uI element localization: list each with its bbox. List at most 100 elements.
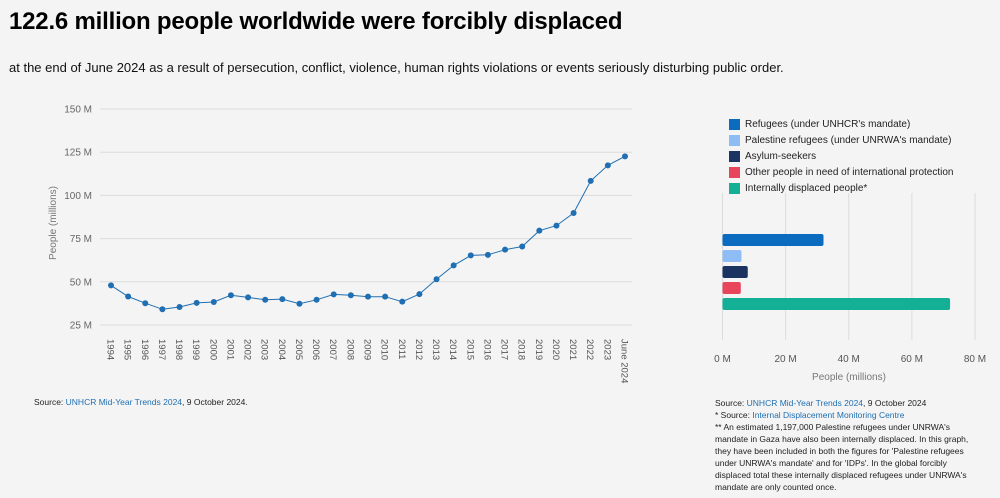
x-tick-label: 2015 bbox=[464, 339, 475, 360]
data-point-2020[interactable] bbox=[553, 222, 560, 229]
data-point-2000[interactable] bbox=[210, 299, 217, 306]
data-point-1994[interactable] bbox=[108, 282, 114, 289]
x-tick-label: 80 M bbox=[964, 354, 986, 365]
data-point-2002[interactable] bbox=[245, 294, 252, 301]
page-subtitle: at the end of June 2024 as a result of p… bbox=[9, 60, 784, 75]
x-tick-label: 2020 bbox=[550, 339, 561, 360]
y-tick-label: 25 M bbox=[70, 321, 92, 332]
legend-swatch bbox=[729, 118, 740, 130]
x-tick-label: 2002 bbox=[242, 339, 253, 360]
x-tick-label: 2000 bbox=[207, 339, 218, 360]
x-tick-label: June 2024 bbox=[619, 339, 630, 383]
population-type-bar-chart: 0 M 20 M 40 M 60 M 80 M People (millions) bbox=[714, 193, 986, 383]
y-tick-label: 50 M bbox=[70, 277, 92, 288]
page-title: 122.6 million people worldwide were forc… bbox=[9, 8, 623, 35]
legend-item[interactable]: Internally displaced people* bbox=[729, 180, 953, 196]
legend-label: Internally displaced people* bbox=[745, 182, 868, 194]
source-note-left: Source: UNHCR Mid-Year Trends 2024, 9 Oc… bbox=[34, 397, 248, 407]
legend-item[interactable]: Other people in need of international pr… bbox=[729, 164, 953, 180]
data-point-2001[interactable] bbox=[227, 292, 234, 299]
x-tick-label: 1994 bbox=[105, 339, 116, 360]
data-point-2011[interactable] bbox=[399, 298, 406, 305]
source-link-unhcr[interactable]: UNHCR Mid-Year Trends 2024 bbox=[65, 397, 183, 407]
data-point-2007[interactable] bbox=[330, 291, 337, 298]
data-point-2021[interactable] bbox=[570, 210, 577, 217]
data-point-1995[interactable] bbox=[125, 293, 132, 300]
data-point-2006[interactable] bbox=[313, 296, 320, 303]
displacement-line-chart: 25 M 50 M 75 M 100 M 125 M 150 M 1994 1995 1996… bbox=[48, 105, 632, 383]
legend-swatch bbox=[729, 134, 740, 146]
data-point-2010[interactable] bbox=[382, 293, 389, 300]
data-point-1999[interactable] bbox=[193, 299, 200, 306]
data-point-2003[interactable] bbox=[262, 296, 269, 303]
data-point-1997[interactable] bbox=[159, 306, 166, 313]
x-tick-label: 2001 bbox=[224, 339, 235, 360]
x-tick-label: 2016 bbox=[481, 339, 492, 360]
data-point-2004[interactable] bbox=[279, 296, 286, 303]
data-point-2013[interactable] bbox=[433, 276, 440, 283]
source-prefix: Source: bbox=[34, 397, 66, 407]
data-point-2008[interactable] bbox=[347, 292, 354, 299]
x-tick-label: 1997 bbox=[156, 339, 167, 360]
bar-2[interactable] bbox=[722, 250, 742, 262]
x-tick-label: 2008 bbox=[344, 339, 355, 360]
y-tick-label: 150 M bbox=[64, 105, 92, 116]
legend-label: Refugees (under UNHCR's mandate) bbox=[745, 118, 911, 130]
x-tick-label: 2010 bbox=[379, 339, 390, 360]
legend-item[interactable]: Palestine refugees (under UNRWA's mandat… bbox=[729, 132, 953, 148]
data-point-2017[interactable] bbox=[502, 246, 509, 253]
data-point-2005[interactable] bbox=[296, 300, 303, 307]
x-tick-label: 1999 bbox=[190, 339, 201, 360]
y-tick-label: 125 M bbox=[64, 148, 92, 159]
x-tick-label: 2022 bbox=[584, 339, 595, 360]
legend-swatch bbox=[729, 182, 740, 194]
x-tick-label: 2003 bbox=[259, 339, 270, 360]
x-tick-label: 1996 bbox=[139, 339, 150, 360]
x-tick-label: 20 M bbox=[775, 354, 797, 365]
x-tick-label: 0 M bbox=[714, 354, 731, 365]
bar-3[interactable] bbox=[722, 266, 748, 278]
x-tick-label: 2021 bbox=[567, 339, 578, 360]
x-axis-label: People (millions) bbox=[812, 372, 886, 383]
x-tick-label: 40 M bbox=[838, 354, 860, 365]
x-tick-label: 2006 bbox=[310, 339, 321, 360]
bar-chart-legend: Refugees (under UNHCR's mandate) Palestin… bbox=[729, 116, 953, 196]
bar-4[interactable] bbox=[722, 282, 741, 294]
x-tick-label: 2009 bbox=[362, 339, 373, 360]
data-point-2015[interactable] bbox=[467, 252, 474, 259]
x-tick-label: 2019 bbox=[533, 339, 544, 360]
data-point-2016[interactable] bbox=[484, 251, 491, 258]
data-point-2023[interactable] bbox=[604, 162, 611, 169]
source-prefix: Source: bbox=[715, 398, 747, 408]
legend-label: Other people in need of international pr… bbox=[745, 166, 954, 178]
source-suffix: , 9 October 2024 bbox=[863, 398, 927, 408]
data-point-2019[interactable] bbox=[536, 227, 543, 234]
data-point-june-2024[interactable] bbox=[622, 153, 628, 160]
data-point-1996[interactable] bbox=[142, 300, 149, 307]
data-point-1998[interactable] bbox=[176, 304, 183, 311]
data-point-2012[interactable] bbox=[416, 291, 423, 298]
x-tick-label: 1998 bbox=[173, 339, 184, 360]
legend-item[interactable]: Asylum-seekers bbox=[729, 148, 953, 164]
legend-label: Palestine refugees (under UNRWA's mandat… bbox=[745, 134, 952, 146]
legend-item[interactable]: Refugees (under UNHCR's mandate) bbox=[729, 116, 953, 132]
legend-label: Asylum-seekers bbox=[745, 150, 817, 162]
data-point-2009[interactable] bbox=[365, 293, 371, 300]
y-tick-label: 75 M bbox=[70, 234, 92, 245]
bar-5[interactable] bbox=[722, 298, 951, 310]
data-point-2022[interactable] bbox=[587, 177, 594, 184]
x-tick-label: 2014 bbox=[447, 339, 458, 360]
x-tick-label: 2017 bbox=[499, 339, 510, 360]
legend-swatch bbox=[729, 150, 740, 162]
y-tick-label: 100 M bbox=[64, 191, 92, 202]
x-tick-label: 2012 bbox=[413, 339, 424, 360]
data-point-2018[interactable] bbox=[519, 243, 526, 250]
x-tick-label: 2011 bbox=[396, 339, 407, 359]
y-axis-label: People (millions) bbox=[48, 186, 59, 260]
bar-1[interactable] bbox=[722, 234, 824, 246]
source-link-idmc[interactable]: Internal Displacement Monitoring Centre bbox=[752, 410, 905, 420]
source-link-unhcr-right[interactable]: UNHCR Mid-Year Trends 2024 bbox=[746, 398, 864, 408]
idp-source-prefix: * Source: bbox=[715, 410, 753, 420]
data-point-2014[interactable] bbox=[450, 262, 457, 269]
x-tick-label: 2013 bbox=[430, 339, 441, 360]
